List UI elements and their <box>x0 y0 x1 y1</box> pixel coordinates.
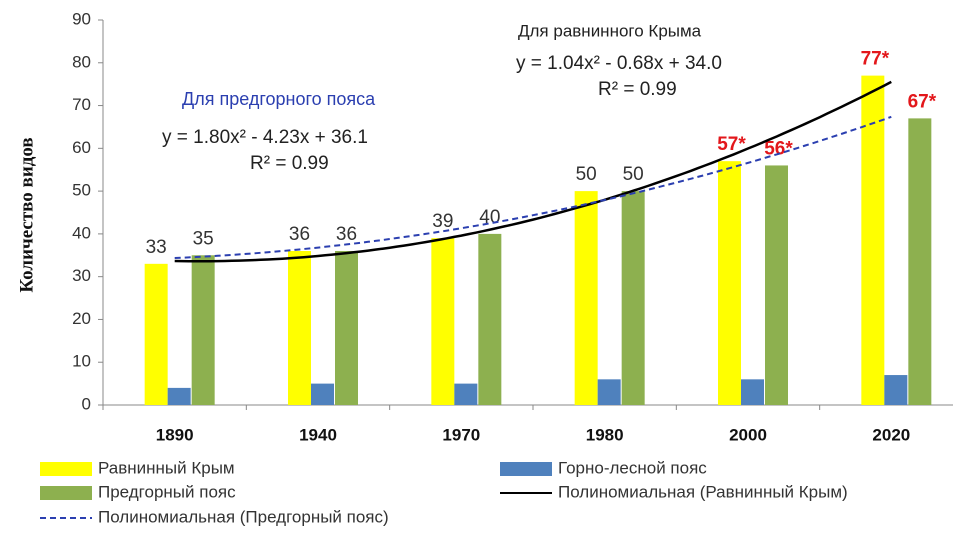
trendline <box>174 80 892 263</box>
x-tick-label: 1940 <box>299 425 337 444</box>
bar <box>884 375 908 405</box>
legend-label: Полиномиальная (Равнинный Крым) <box>558 482 848 501</box>
y-tick-label: 40 <box>72 223 91 242</box>
legend-swatch <box>500 462 552 476</box>
bar <box>431 238 455 405</box>
data-label: 50 <box>576 164 597 185</box>
y-tick-label: 80 <box>72 52 91 71</box>
data-label: 39 <box>432 211 453 232</box>
bar <box>454 383 478 405</box>
annotation: y = 1.04x² - 0.68x + 34.0 <box>516 53 722 74</box>
bar <box>288 251 311 405</box>
data-label: 36 <box>289 224 310 245</box>
bar <box>765 165 788 405</box>
data-label: 36 <box>336 224 357 245</box>
y-tick-label: 10 <box>72 352 91 371</box>
y-axis-label: Количество видов <box>16 137 37 292</box>
data-label: 57* <box>717 134 746 155</box>
legend-label: Горно-лесной пояс <box>558 458 707 477</box>
annotation: R² = 0.99 <box>250 153 329 174</box>
x-tick-label: 2020 <box>872 425 910 444</box>
bar <box>861 75 885 405</box>
legend-swatch <box>40 486 92 500</box>
data-label: 40 <box>479 207 500 228</box>
x-tick-label: 2000 <box>729 425 767 444</box>
bar <box>335 251 358 405</box>
bar <box>144 263 168 405</box>
y-tick-label: 90 <box>72 9 91 28</box>
bar <box>478 233 502 405</box>
data-label: 50 <box>623 164 644 185</box>
legend-label: Равнинный Крым <box>98 458 235 477</box>
x-tick-label: 1980 <box>586 425 624 444</box>
trendline <box>174 115 892 259</box>
x-tick-label: 1970 <box>442 425 480 444</box>
data-label: 67* <box>908 91 937 112</box>
bar <box>621 191 645 405</box>
bar <box>597 379 621 405</box>
bar <box>167 387 191 405</box>
y-tick-label: 30 <box>72 266 91 285</box>
data-label: 33 <box>146 237 167 258</box>
x-tick-label: 1890 <box>156 425 194 444</box>
legend-label: Полиномиальная (Предгорный пояс) <box>98 507 389 526</box>
y-tick-label: 50 <box>72 181 91 200</box>
legend-swatch <box>40 462 92 476</box>
annotation: R² = 0.99 <box>598 79 677 100</box>
data-label: 56* <box>764 138 793 159</box>
legend-label: Предгорный пояс <box>98 482 236 501</box>
y-tick-label: 0 <box>82 394 91 413</box>
y-tick-label: 70 <box>72 95 91 114</box>
data-label: 77* <box>861 49 890 70</box>
annotation: y = 1.80x² - 4.23x + 36.1 <box>162 127 368 148</box>
y-tick-label: 60 <box>72 138 91 157</box>
bar <box>741 379 764 405</box>
data-label: 35 <box>193 228 214 249</box>
bar <box>718 161 741 405</box>
y-tick-label: 20 <box>72 309 91 328</box>
bar <box>311 383 334 405</box>
bar <box>191 255 215 405</box>
annotation: Для предгорного пояса <box>182 89 376 109</box>
annotation: Для равнинного Крыма <box>518 21 702 40</box>
bar <box>908 118 932 405</box>
bar <box>574 191 598 405</box>
